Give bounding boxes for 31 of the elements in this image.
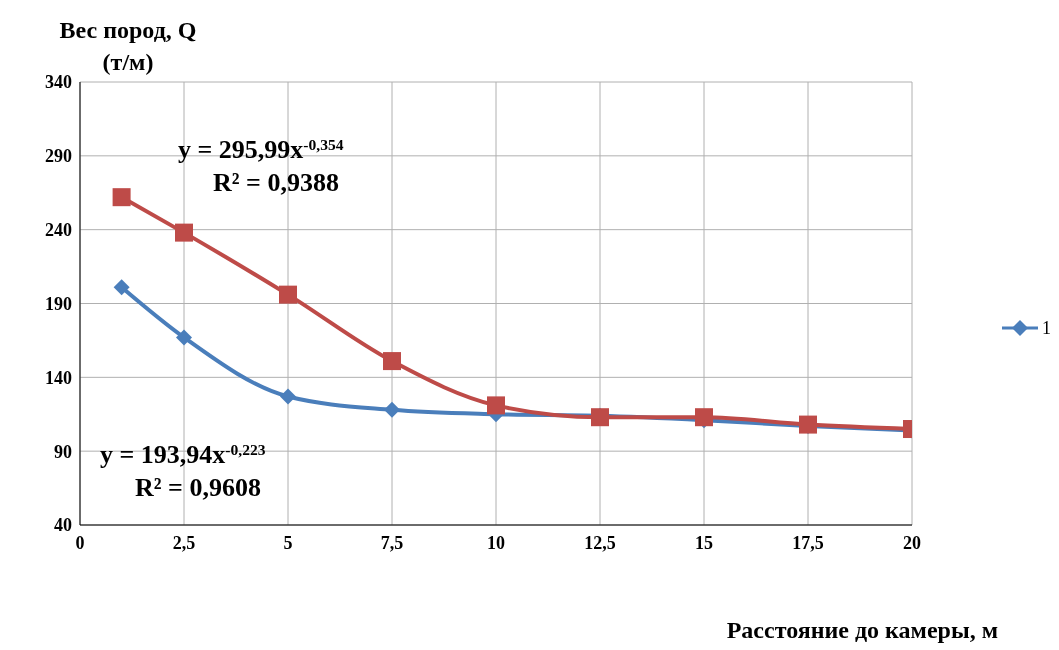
point bbox=[112, 188, 131, 207]
y-axis-title: Вес пород, Q (т/м) bbox=[59, 17, 197, 75]
x-tick-label: 0 bbox=[75, 533, 85, 553]
x-tick-label: 5 bbox=[283, 533, 293, 553]
x-tick-label: 17,5 bbox=[792, 533, 824, 553]
x-tick-label: 12,5 bbox=[584, 533, 616, 553]
point bbox=[383, 352, 401, 371]
y-tick-label: 40 bbox=[54, 515, 72, 536]
point bbox=[176, 329, 192, 346]
y-tick-label: 90 bbox=[54, 441, 72, 462]
point bbox=[175, 223, 193, 242]
y-tick-label: 140 bbox=[45, 367, 72, 388]
point bbox=[280, 388, 296, 405]
annotation: y = 193,94x$^{-0,223}$ R² = 0,9608 bbox=[100, 440, 266, 502]
y-tick-label: 240 bbox=[45, 220, 72, 241]
point bbox=[384, 401, 400, 418]
x-tick-label: 7,5 bbox=[380, 533, 404, 553]
x-tick-label: 10 bbox=[487, 533, 505, 553]
point bbox=[113, 279, 130, 296]
x-tick-label: 20 bbox=[903, 533, 921, 553]
annotation: y = 295,99x$^{-0,354}$ R² = 0,9388 bbox=[178, 135, 344, 197]
x-tick-label: 15 bbox=[695, 533, 713, 553]
x-tick-label: 2,5 bbox=[172, 533, 196, 553]
point bbox=[279, 285, 297, 304]
y-tick-label: 340 bbox=[45, 72, 72, 93]
y-tick-label: 290 bbox=[45, 146, 72, 167]
x-axis-title: Расстояние до камеры, м bbox=[726, 617, 998, 643]
legend-label: 1 bbox=[1042, 317, 1051, 339]
y-tick-label: 190 bbox=[45, 293, 72, 314]
point bbox=[695, 408, 713, 427]
point bbox=[487, 396, 505, 415]
